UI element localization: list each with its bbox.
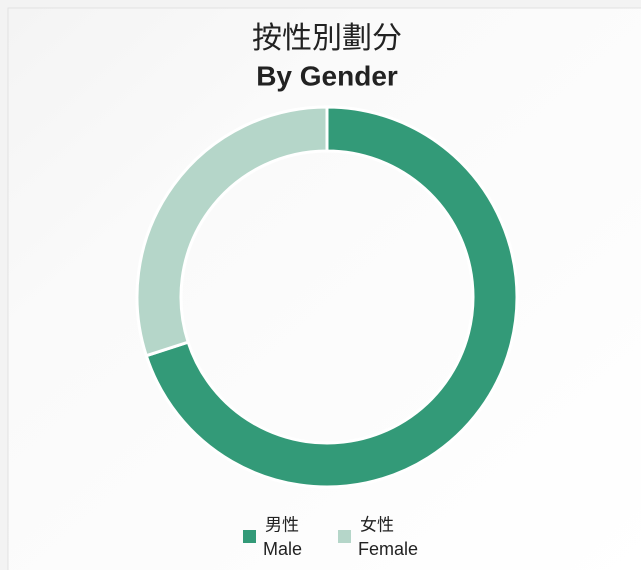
legend-label: Male <box>263 539 302 559</box>
donut-slice <box>135 105 329 358</box>
chart-title: 按性別劃分 <box>252 22 402 55</box>
legend-swatch <box>338 530 351 543</box>
legend-label: Female <box>358 539 418 559</box>
legend-label-zh: 男性 <box>265 515 299 534</box>
legend-swatch <box>243 530 256 543</box>
donut-slice <box>144 105 519 489</box>
chart-subtitle: By Gender <box>256 60 398 91</box>
legend-label-zh: 女性 <box>360 515 394 534</box>
